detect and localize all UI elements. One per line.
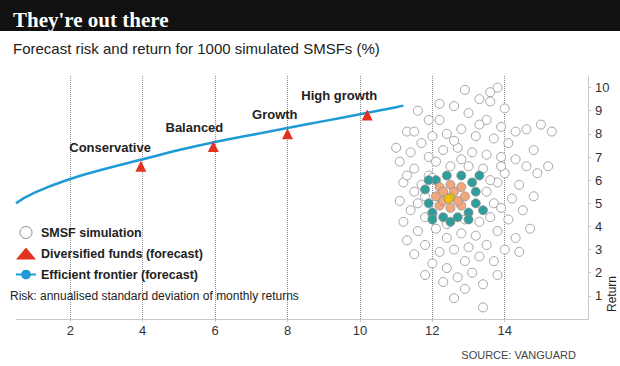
svg-text:Risk: annualised standard devi: Risk: annualised standard deviation of m… [10, 289, 299, 303]
svg-text:14: 14 [497, 323, 511, 338]
svg-text:Forecast risk and return for 1: Forecast risk and return for 1000 simula… [13, 40, 380, 57]
svg-text:8: 8 [284, 323, 291, 338]
svg-text:10: 10 [595, 80, 609, 95]
svg-text:4: 4 [139, 323, 146, 338]
svg-text:SMSF simulation: SMSF simulation [41, 226, 142, 240]
svg-text:They're out there: They're out there [13, 8, 169, 32]
svg-text:Growth: Growth [252, 107, 298, 122]
svg-text:12: 12 [425, 323, 439, 338]
svg-text:6: 6 [211, 323, 218, 338]
svg-text:Diversified funds (forecast): Diversified funds (forecast) [41, 247, 203, 261]
svg-text:SOURCE: VANGUARD: SOURCE: VANGUARD [461, 349, 576, 361]
svg-text:8: 8 [595, 126, 602, 141]
svg-text:Conservative: Conservative [69, 140, 151, 155]
svg-text:3: 3 [595, 242, 602, 257]
svg-text:1: 1 [595, 288, 602, 303]
svg-text:4: 4 [595, 219, 602, 234]
svg-text:2: 2 [595, 265, 602, 280]
svg-text:Balanced: Balanced [165, 120, 223, 135]
svg-text:Return: Return [605, 276, 619, 312]
svg-text:High growth: High growth [301, 88, 377, 103]
svg-text:9: 9 [595, 103, 602, 118]
svg-text:6: 6 [595, 173, 602, 188]
svg-text:Efficient frontier (forecast): Efficient frontier (forecast) [41, 268, 198, 282]
svg-text:5: 5 [595, 196, 602, 211]
svg-text:7: 7 [595, 150, 602, 165]
svg-text:2: 2 [67, 323, 74, 338]
svg-text:10: 10 [353, 323, 367, 338]
